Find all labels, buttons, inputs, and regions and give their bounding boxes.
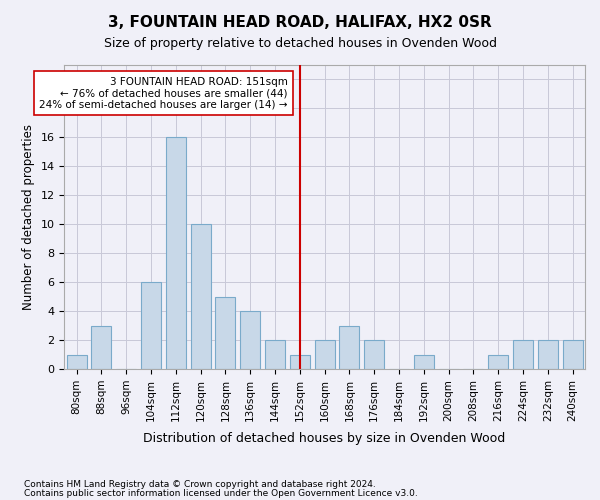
Bar [191, 224, 211, 369]
Y-axis label: Number of detached properties: Number of detached properties [22, 124, 35, 310]
Text: 3 FOUNTAIN HEAD ROAD: 151sqm
← 76% of detached houses are smaller (44)
24% of se: 3 FOUNTAIN HEAD ROAD: 151sqm ← 76% of de… [39, 76, 287, 110]
Bar [314, 340, 335, 369]
Bar [488, 354, 508, 369]
X-axis label: Distribution of detached houses by size in Ovenden Wood: Distribution of detached houses by size … [143, 432, 506, 445]
Text: Size of property relative to detached houses in Ovenden Wood: Size of property relative to detached ho… [104, 38, 497, 51]
Bar [340, 326, 359, 369]
Bar [265, 340, 285, 369]
Bar [240, 311, 260, 369]
Bar [513, 340, 533, 369]
Bar [563, 340, 583, 369]
Bar [364, 340, 384, 369]
Bar [290, 354, 310, 369]
Text: 3, FOUNTAIN HEAD ROAD, HALIFAX, HX2 0SR: 3, FOUNTAIN HEAD ROAD, HALIFAX, HX2 0SR [108, 15, 492, 30]
Text: Contains HM Land Registry data © Crown copyright and database right 2024.: Contains HM Land Registry data © Crown c… [24, 480, 376, 489]
Bar [215, 296, 235, 369]
Bar [141, 282, 161, 369]
Bar [414, 354, 434, 369]
Bar [538, 340, 558, 369]
Text: Contains public sector information licensed under the Open Government Licence v3: Contains public sector information licen… [24, 489, 418, 498]
Bar [91, 326, 112, 369]
Bar [166, 138, 186, 369]
Bar [67, 354, 86, 369]
